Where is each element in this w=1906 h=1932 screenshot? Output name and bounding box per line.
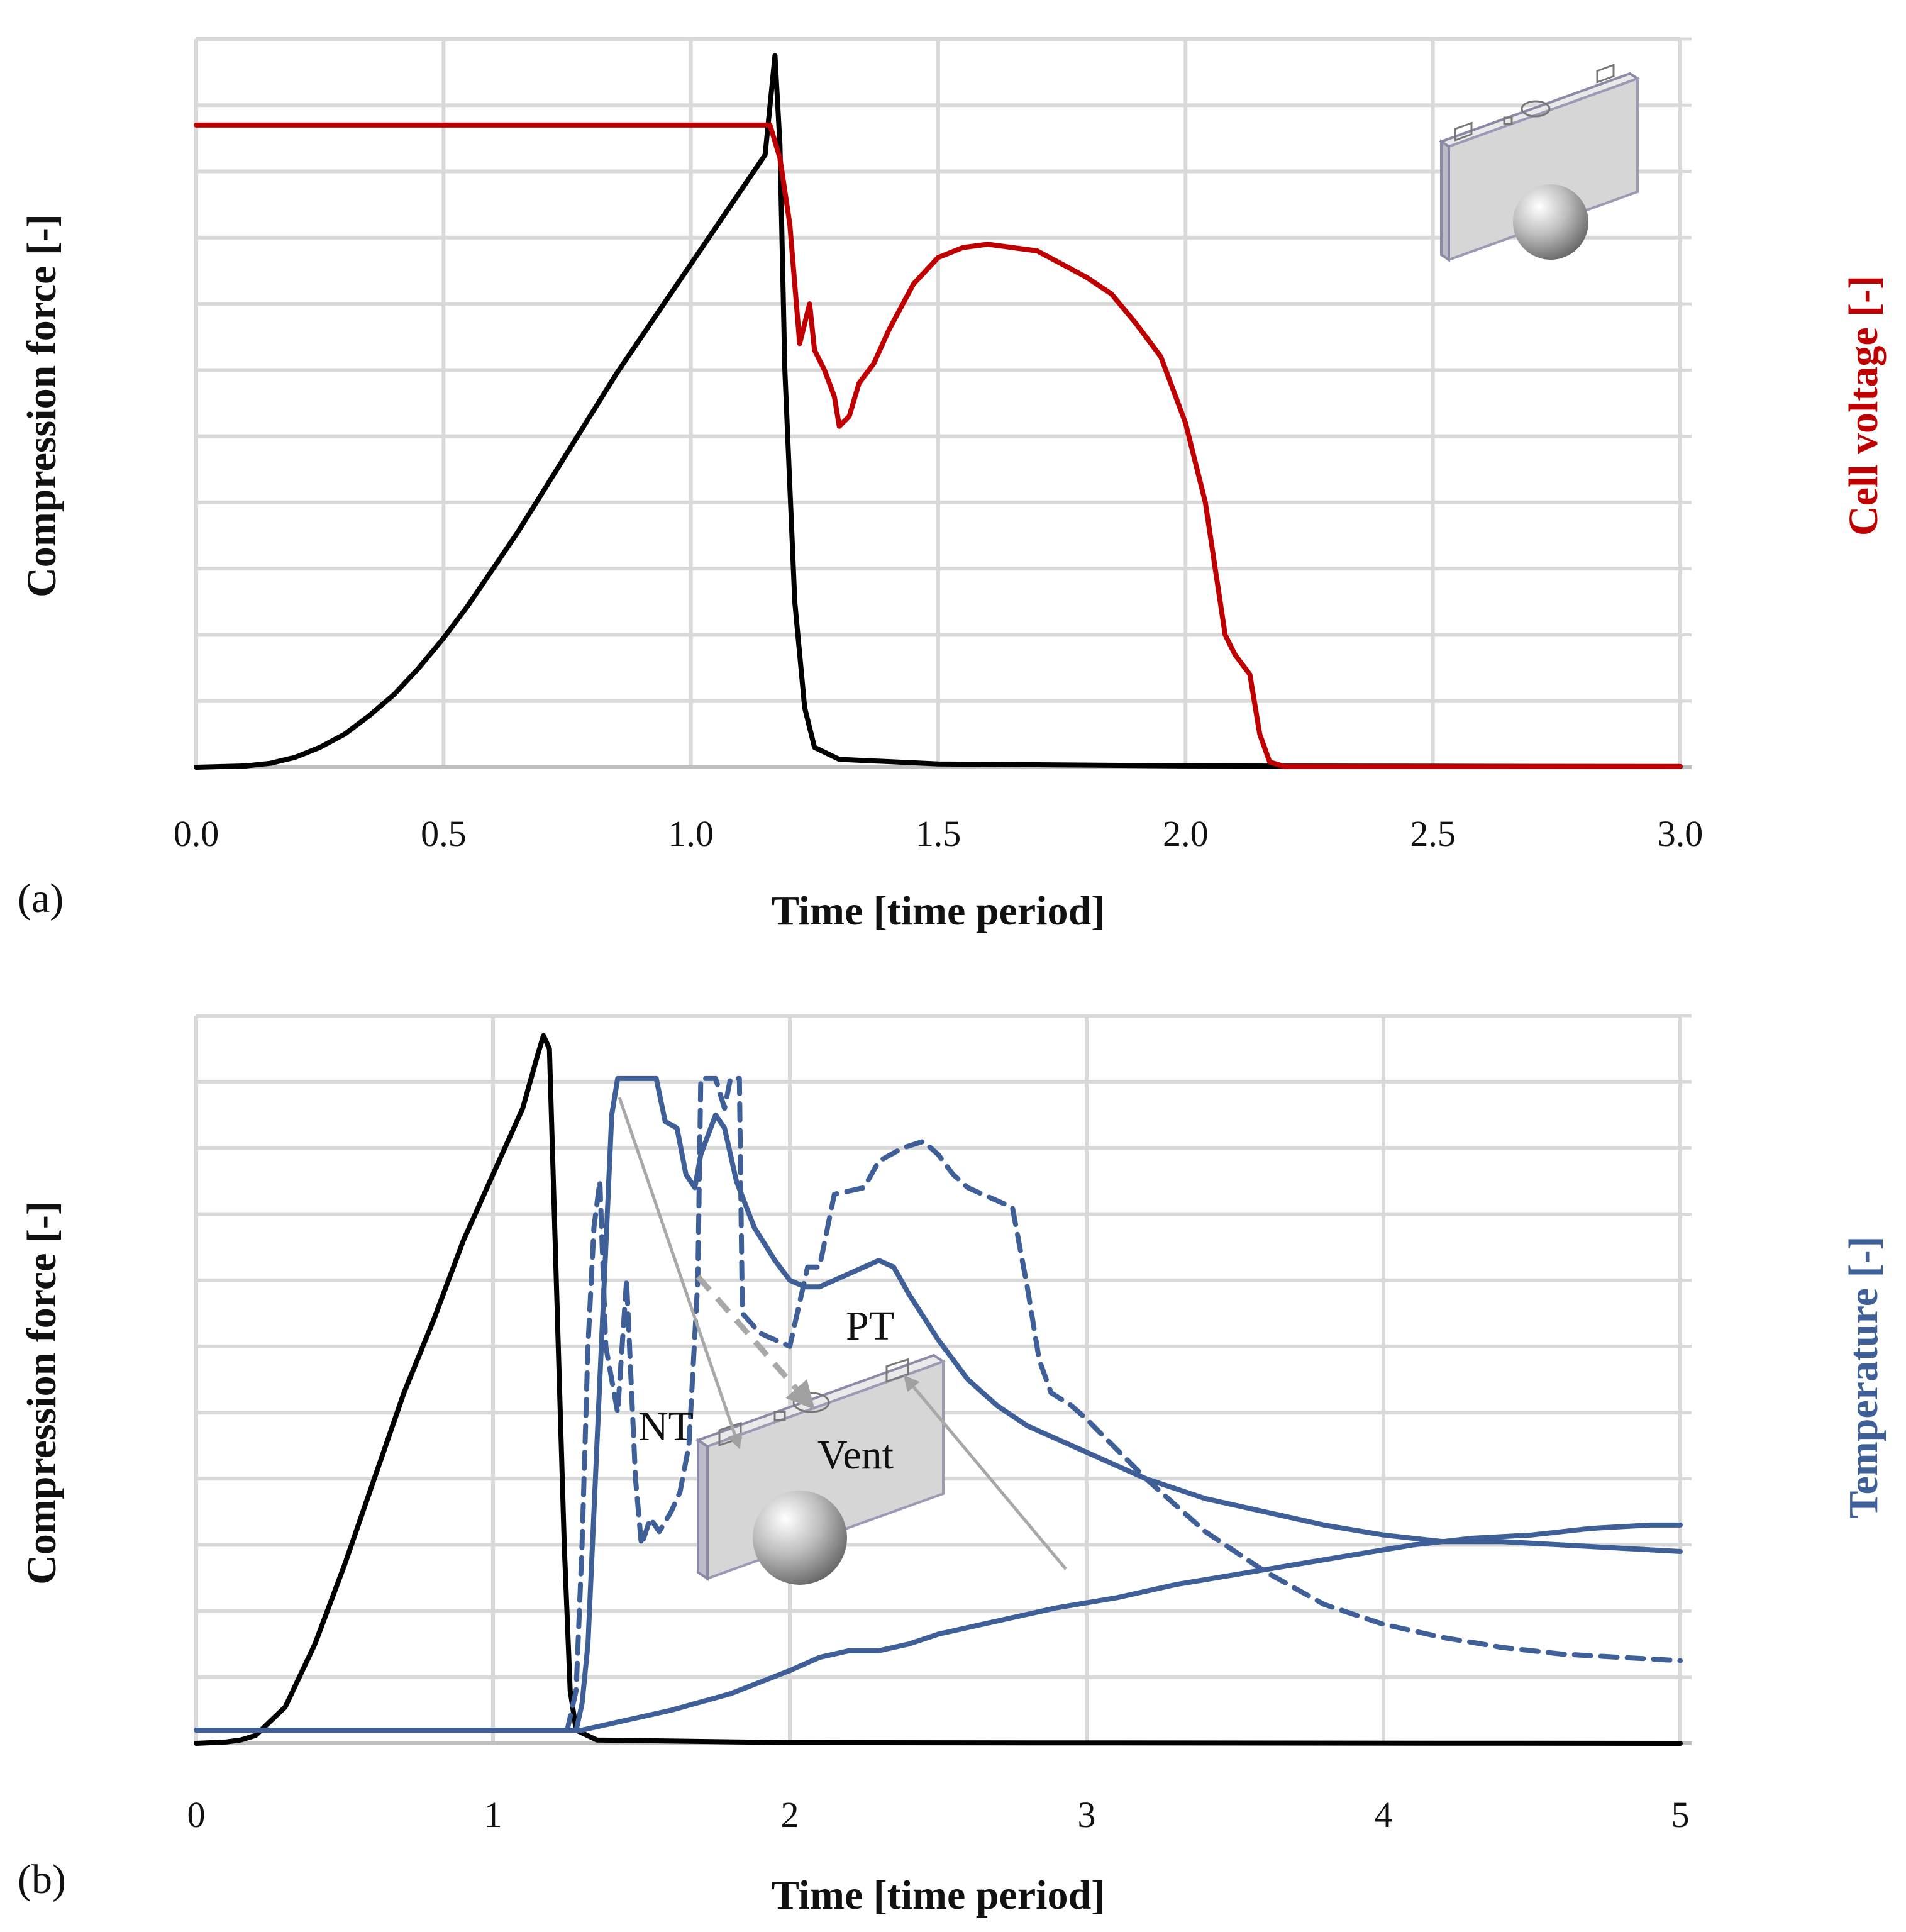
panel-a-y-axis-left-title: Compression force [-] <box>19 214 65 597</box>
series-line-compression-force <box>194 53 1683 770</box>
vent-arrow <box>695 1275 815 1410</box>
battery-cell-icon <box>1438 64 1641 262</box>
x-tick-label: 2.5 <box>1410 813 1456 854</box>
series-line-cell-voltage <box>194 122 1683 769</box>
panel-a-series <box>194 53 1683 770</box>
panel-a-label: (a) <box>18 875 64 921</box>
panel-b-x-ticks: 0 1 2 3 4 5 <box>187 1794 1690 1835</box>
panel-a-x-ticks: 0.0 0.5 1.0 1.5 2.0 2.5 3.0 <box>174 813 1704 854</box>
annotation-nt: NT <box>638 1404 694 1450</box>
series-line-compression-force <box>194 1033 1683 1746</box>
panel-b-y-axis-right-title: Temperature [-] <box>1841 1236 1887 1518</box>
panel-b-grid <box>194 1014 1692 1745</box>
panel-a-grid <box>194 37 1692 769</box>
panel-b-series <box>194 1033 1683 1746</box>
x-tick-label: 0 <box>187 1794 206 1835</box>
panel-a: 0.0 0.5 1.0 1.5 2.0 2.5 3.0 Compression force … <box>18 37 1887 934</box>
annotation-vent: Vent <box>817 1432 894 1478</box>
x-tick-label: 0.0 <box>174 813 219 854</box>
x-tick-label: 0.5 <box>421 813 467 854</box>
x-tick-label: 2.0 <box>1163 813 1209 854</box>
x-tick-label: 1.5 <box>916 813 961 854</box>
panel-b-label: (b) <box>18 1857 66 1902</box>
series-line-temperature-vent <box>194 1075 1683 1733</box>
x-tick-label: 1.0 <box>668 813 714 854</box>
series-line-temperature-nt <box>194 1075 1683 1733</box>
x-tick-label: 5 <box>1671 1794 1690 1835</box>
panel-a-y-axis-right-title: Cell voltage [-] <box>1841 275 1887 536</box>
x-tick-label: 3 <box>1078 1794 1096 1835</box>
nt-arrow <box>618 1097 743 1450</box>
series-line-temperature-pt <box>194 1522 1683 1733</box>
panel-b-x-axis-title: Time [time period] <box>772 1872 1105 1918</box>
pt-arrow <box>903 1375 1067 1570</box>
x-tick-label: 4 <box>1375 1794 1393 1835</box>
panel-b-y-axis-left-title: Compression force [-] <box>19 1201 65 1585</box>
x-tick-label: 2 <box>781 1794 799 1835</box>
x-tick-label: 3.0 <box>1658 813 1704 854</box>
annotation-pt: PT <box>846 1303 894 1349</box>
battery-cell-sensor-diagram <box>695 1353 946 1585</box>
panel-a-x-axis-title: Time [time period] <box>772 888 1105 934</box>
x-tick-label: 1 <box>484 1794 502 1835</box>
